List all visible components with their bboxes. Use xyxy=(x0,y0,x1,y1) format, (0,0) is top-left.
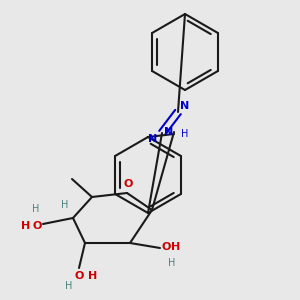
Text: H: H xyxy=(168,258,176,268)
Text: H: H xyxy=(21,221,30,231)
Text: H: H xyxy=(88,271,97,281)
Text: N: N xyxy=(180,101,189,111)
Text: H: H xyxy=(65,281,73,291)
Text: O: O xyxy=(33,221,42,231)
Text: N: N xyxy=(164,127,173,137)
Text: H: H xyxy=(61,200,69,210)
Text: H: H xyxy=(181,129,188,139)
Text: O: O xyxy=(162,242,171,252)
Text: O: O xyxy=(123,179,133,189)
Text: H: H xyxy=(32,204,40,214)
Text: N: N xyxy=(148,134,157,144)
Text: H: H xyxy=(171,242,180,252)
Text: O: O xyxy=(74,271,84,281)
